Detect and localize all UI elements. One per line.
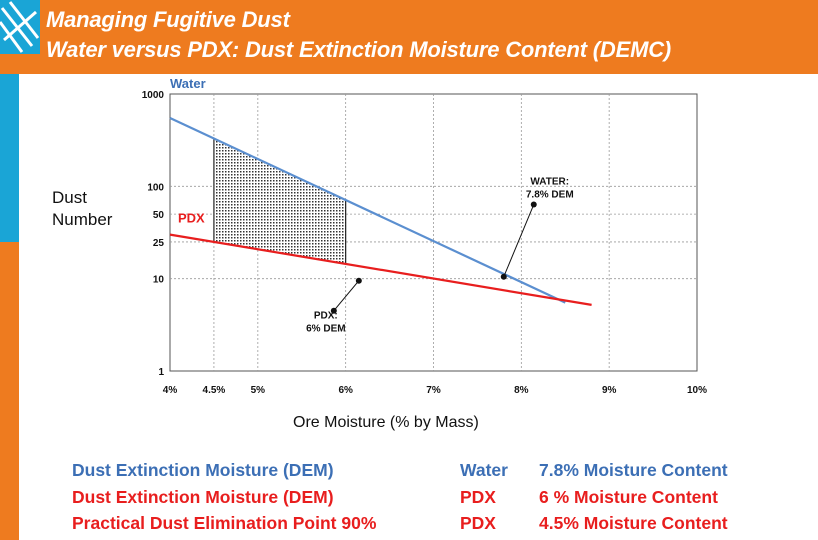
annotation-leader-pdx [333, 280, 360, 312]
y-axis-title: Dust Number [52, 188, 113, 229]
summary-value: 4.5% Moisture Content [539, 513, 728, 533]
summary-value: 7.8% Moisture Content [539, 460, 728, 480]
series-label-water: Water [170, 76, 206, 91]
annotation-label-water: WATER: [530, 177, 569, 188]
x-tick-label: 4.5% [203, 385, 226, 396]
side-accent-orange [0, 242, 19, 540]
summary-label: Dust Extinction Moisture (DEM) [72, 487, 334, 507]
annotation-leader-water [503, 204, 535, 277]
y-tick-label: 100 [147, 182, 164, 193]
x-tick-label: 5% [251, 385, 266, 396]
summary-agent: PDX [460, 513, 496, 533]
title-bar [0, 0, 818, 74]
annotation-point-water [500, 273, 507, 280]
series-line-pdx [169, 233, 592, 306]
company-logo-icon [0, 0, 40, 54]
y-tick-label: 25 [153, 238, 165, 249]
annotation-label-pdx: PDX: [314, 311, 338, 322]
x-tick-label: 7% [426, 385, 441, 396]
series-label-pdx: PDX [178, 211, 205, 226]
summary-agent: Water [460, 460, 508, 480]
x-tick-label: 8% [514, 385, 529, 396]
x-tick-label: 4% [163, 385, 178, 396]
annotation-anchor-pdx [330, 307, 337, 314]
x-axis-title: Ore Moisture (% by Mass) [293, 414, 479, 431]
annotation-label-water: 7.8% DEM [526, 190, 574, 201]
y-tick-label: 10 [153, 275, 165, 286]
annotation-point-pdx [355, 277, 362, 284]
summary-label: Practical Dust Elimination Point 90% [72, 513, 377, 533]
annotation-anchor-water [530, 201, 537, 208]
y-tick-label: 50 [153, 210, 165, 221]
annotation-label-pdx: 6% DEM [306, 324, 345, 335]
x-tick-label: 9% [602, 385, 617, 396]
side-accent-blue [0, 74, 19, 242]
slide-subtitle: Water versus PDX: Dust Extinction Moistu… [46, 37, 672, 62]
y-tick-label: 1000 [142, 90, 165, 101]
slide-title: Managing Fugitive Dust [46, 7, 290, 32]
shaded-region [213, 138, 346, 264]
x-tick-label: 10% [687, 385, 707, 396]
summary-label: Dust Extinction Moisture (DEM) [72, 460, 334, 480]
summary-agent: PDX [460, 487, 496, 507]
x-tick-label: 6% [338, 385, 353, 396]
summary-value: 6 % Moisture Content [539, 487, 718, 507]
series-line-water [169, 116, 566, 304]
y-tick-label: 1 [158, 367, 164, 378]
